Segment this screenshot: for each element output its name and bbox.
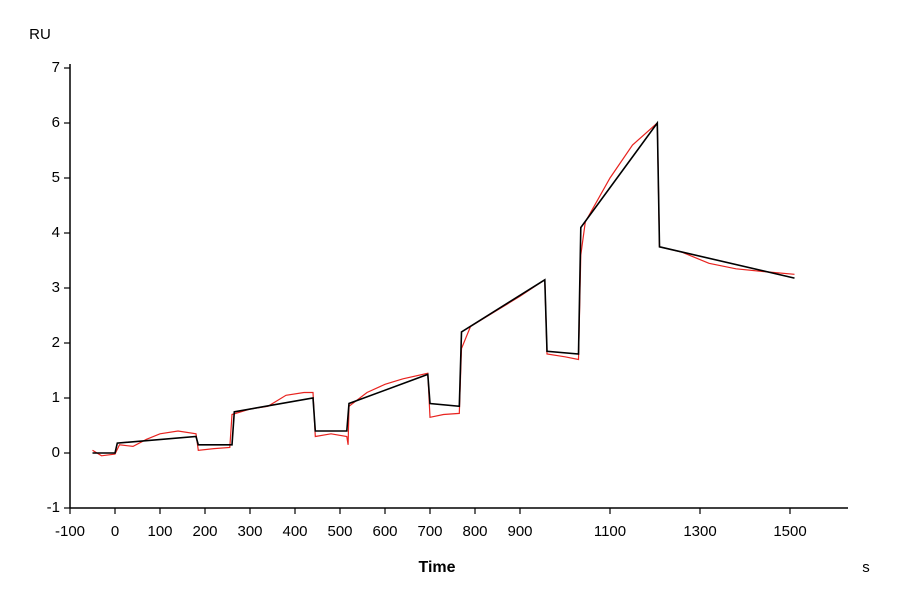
series-line xyxy=(92,120,795,454)
series-line xyxy=(92,121,795,457)
y-tick-label: 0 xyxy=(52,444,60,461)
x-tick-label: 1300 xyxy=(683,523,716,540)
y-tick-label: 1 xyxy=(52,389,60,406)
x-tick-label: 700 xyxy=(417,523,442,540)
y-tick-label: 2 xyxy=(52,334,60,351)
x-tick-label: 1500 xyxy=(773,523,806,540)
y-axis-unit: RU xyxy=(29,26,51,43)
y-tick-label: 5 xyxy=(52,169,60,186)
x-tick-label: 800 xyxy=(462,523,487,540)
x-tick-label: 300 xyxy=(237,523,262,540)
x-tick-label: 0 xyxy=(111,523,119,540)
y-tick-label: -1 xyxy=(47,499,60,516)
x-axis-unit: s xyxy=(862,559,870,576)
x-tick-label: 900 xyxy=(507,523,532,540)
x-tick-label: 100 xyxy=(147,523,172,540)
x-axis-label: Time xyxy=(418,559,455,576)
x-tick-label: 400 xyxy=(282,523,307,540)
y-tick-label: 7 xyxy=(52,59,60,76)
y-tick-label: 6 xyxy=(52,114,60,131)
y-tick-label: 4 xyxy=(52,224,60,241)
x-tick-label: 1100 xyxy=(594,523,626,540)
x-tick-label: -100 xyxy=(55,523,85,540)
y-tick-label: 3 xyxy=(52,279,60,296)
x-tick-label: 500 xyxy=(327,523,352,540)
x-tick-label: 200 xyxy=(192,523,217,540)
x-tick-label: 600 xyxy=(372,523,397,540)
